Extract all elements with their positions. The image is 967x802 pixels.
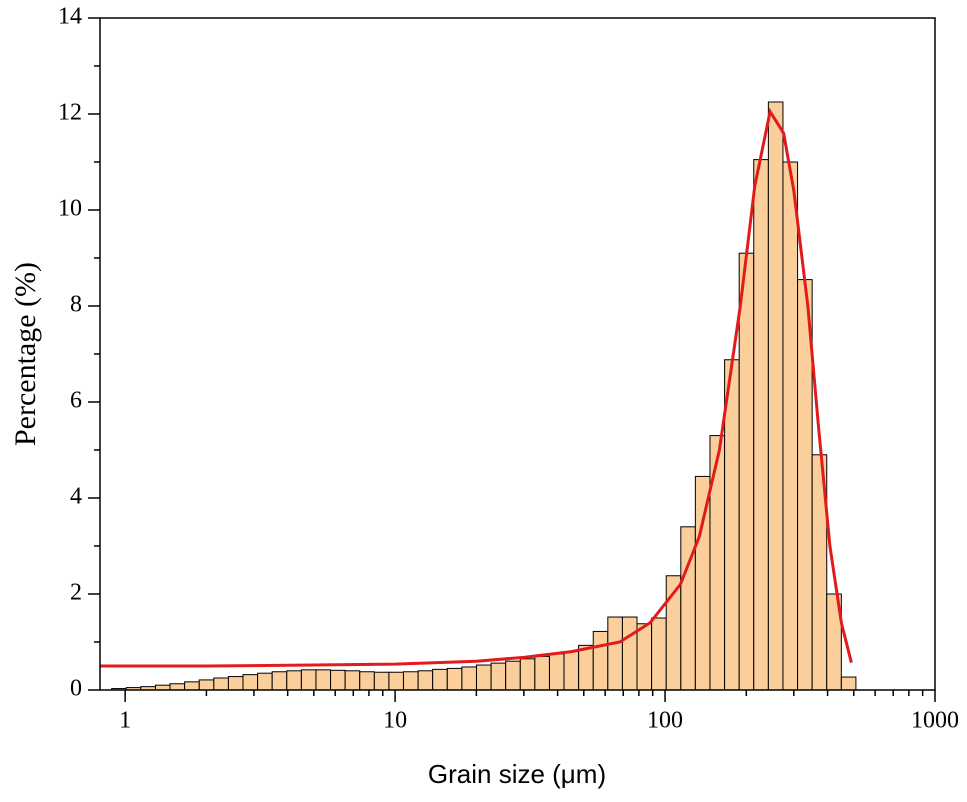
bar <box>461 666 477 691</box>
bar <box>475 664 492 691</box>
bar <box>840 676 857 691</box>
x-tick-label: 10 <box>383 708 407 734</box>
bar <box>651 617 667 691</box>
y-tick-label: 6 <box>70 388 82 414</box>
bar <box>767 101 784 691</box>
bar <box>709 435 726 691</box>
x-tick-label: 100 <box>647 708 683 734</box>
bar <box>169 683 186 691</box>
y-tick-label: 14 <box>58 4 82 30</box>
y-axis-label: Percentage (%) <box>9 262 42 446</box>
y-tick-label: 0 <box>70 676 82 702</box>
bar <box>213 677 229 691</box>
bar <box>534 655 550 691</box>
x-tick-label: 1 <box>119 708 131 734</box>
bar <box>286 670 302 691</box>
bar <box>417 670 434 691</box>
y-tick-label: 4 <box>70 484 82 510</box>
bar <box>782 161 799 691</box>
bar <box>330 669 346 691</box>
bar <box>578 644 594 691</box>
bar <box>359 671 375 691</box>
bar <box>242 674 259 691</box>
fit-line <box>100 107 853 668</box>
bar <box>271 671 288 691</box>
bar <box>694 475 711 691</box>
bar <box>738 252 755 691</box>
bar <box>257 672 273 691</box>
bar <box>753 159 769 691</box>
bar <box>388 671 404 691</box>
bar <box>548 653 565 691</box>
x-tick-label: 1000 <box>911 708 959 734</box>
y-tick-label: 12 <box>58 100 82 126</box>
bar <box>198 679 215 691</box>
bar <box>300 669 317 691</box>
bar <box>227 676 244 691</box>
bar <box>402 671 419 691</box>
bar <box>446 667 463 691</box>
y-tick-label: 2 <box>70 580 82 606</box>
bar <box>344 670 361 691</box>
bar <box>621 616 638 691</box>
bar <box>563 651 580 691</box>
bar <box>373 671 390 691</box>
bar <box>636 623 653 691</box>
bar <box>315 669 332 691</box>
bar <box>432 668 448 691</box>
bar <box>607 616 623 691</box>
y-tick-label: 8 <box>70 292 82 318</box>
bar <box>184 681 200 691</box>
y-tick-label: 10 <box>58 196 82 222</box>
bar <box>519 658 536 691</box>
bar <box>505 660 521 691</box>
bar <box>490 662 507 691</box>
x-axis-label: Grain size (μm) <box>428 759 606 789</box>
bar <box>592 630 609 691</box>
